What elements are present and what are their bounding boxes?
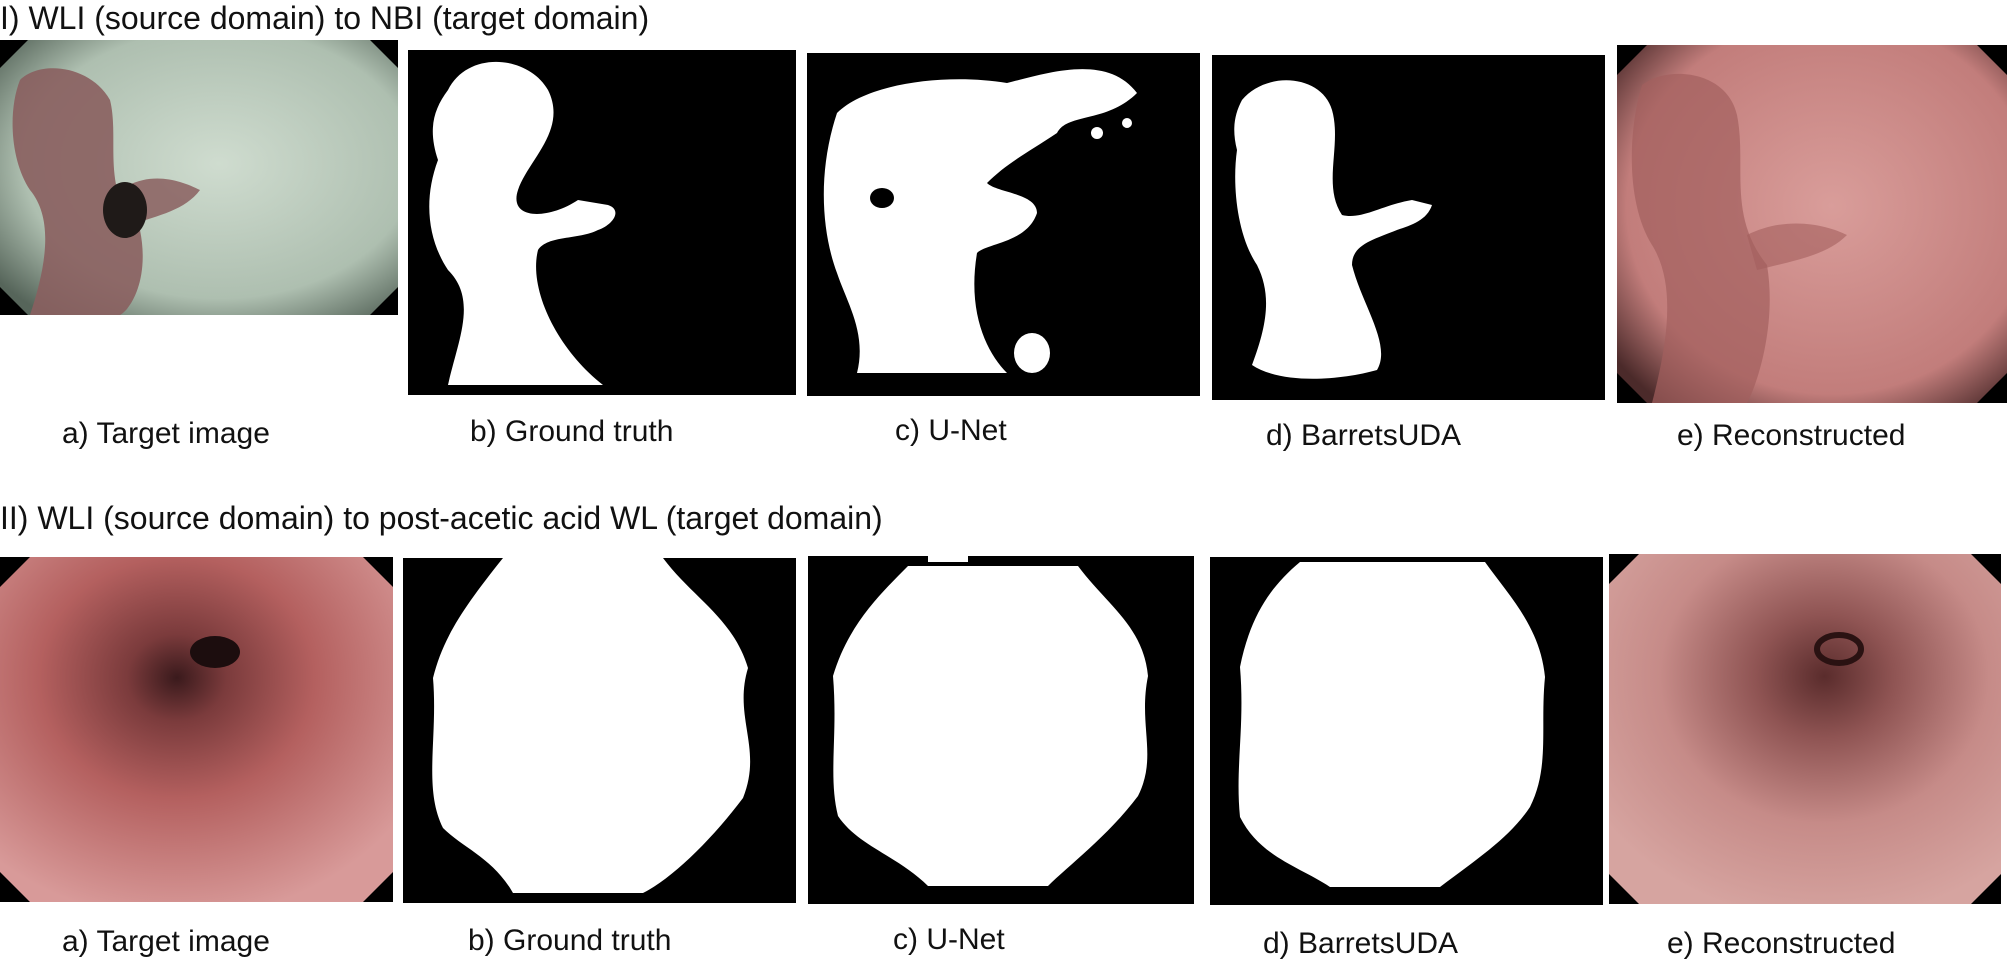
row-1-target-image [0, 40, 398, 315]
row-2-caption-e: e) Reconstructed [1667, 927, 1896, 960]
row-1-caption-a: a) Target image [62, 417, 270, 450]
row-1-title: I) WLI (source domain) to NBI (target do… [0, 0, 650, 36]
row-2-target-image [0, 557, 393, 902]
row-2-caption-d: d) BarretsUDA [1263, 927, 1459, 960]
row-2-barretsuda-mask [1210, 557, 1603, 905]
row-1-caption-e: e) Reconstructed [1677, 419, 1906, 452]
row-2-reconstructed-image [1609, 554, 2001, 904]
row-2-unet-mask [808, 556, 1194, 904]
row-1-caption-c: c) U-Net [895, 414, 1007, 447]
row-2-caption-a: a) Target image [62, 925, 270, 958]
row-2-ground-truth-mask [403, 558, 796, 903]
row-1-reconstructed-image [1617, 45, 2007, 403]
row-1-unet-mask [807, 53, 1200, 396]
row-2-caption-b: b) Ground truth [468, 924, 672, 957]
row-1-caption-d: d) BarretsUDA [1266, 419, 1462, 452]
row-1-ground-truth-mask [408, 50, 796, 395]
row-2-caption-c: c) U-Net [893, 923, 1005, 956]
row-1-barretsuda-mask [1212, 55, 1605, 400]
row-2-title: II) WLI (source domain) to post-acetic a… [0, 500, 883, 536]
row-1-caption-b: b) Ground truth [470, 415, 674, 448]
